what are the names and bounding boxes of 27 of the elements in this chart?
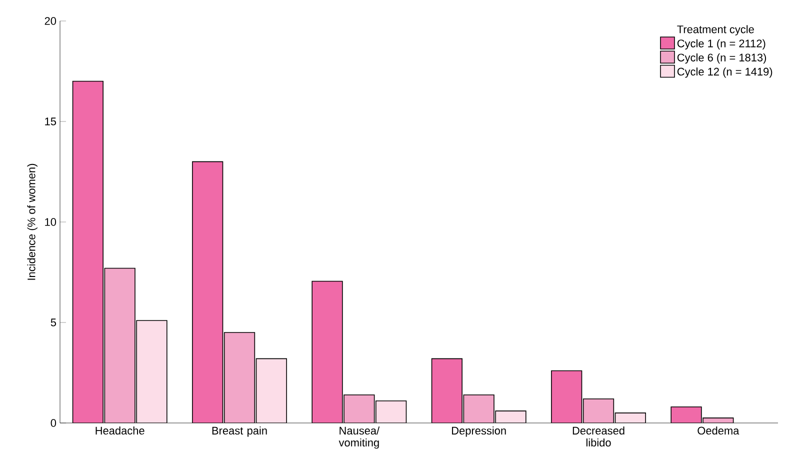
y-axis-title: Incidence (% of women)	[27, 164, 38, 280]
x-tick-label: Depression	[452, 426, 506, 437]
bar	[463, 394, 494, 423]
bar	[431, 358, 462, 423]
x-tick-label: Nausea/ vomiting	[338, 426, 380, 449]
bar	[582, 398, 614, 423]
legend-title: Treatment cycle	[677, 25, 754, 36]
y-tick-label: 10	[45, 218, 56, 226]
legend-label: Cycle 12 (n = 1419)	[677, 68, 772, 78]
bar	[224, 332, 256, 423]
bar	[344, 394, 375, 423]
y-tick-label: 15	[45, 118, 56, 126]
y-tick-label: 5	[50, 318, 56, 326]
x-tick-label: Decreased libido	[572, 426, 624, 447]
bar	[104, 268, 136, 423]
x-tick-label: Oedema	[698, 426, 740, 435]
bar	[72, 80, 104, 423]
x-tick-label: Breast pain	[212, 426, 267, 437]
bar	[551, 370, 582, 423]
bar	[670, 406, 702, 423]
y-tick-label: 0	[50, 419, 56, 427]
y-tick-label: 20	[44, 17, 56, 25]
x-tick-label: Headache	[96, 426, 144, 435]
legend-label: Cycle 1 (n = 2112)	[677, 39, 766, 50]
legend-label: Cycle 6 (n = 1813)	[677, 53, 766, 64]
bar	[192, 161, 224, 423]
bar	[312, 280, 343, 423]
